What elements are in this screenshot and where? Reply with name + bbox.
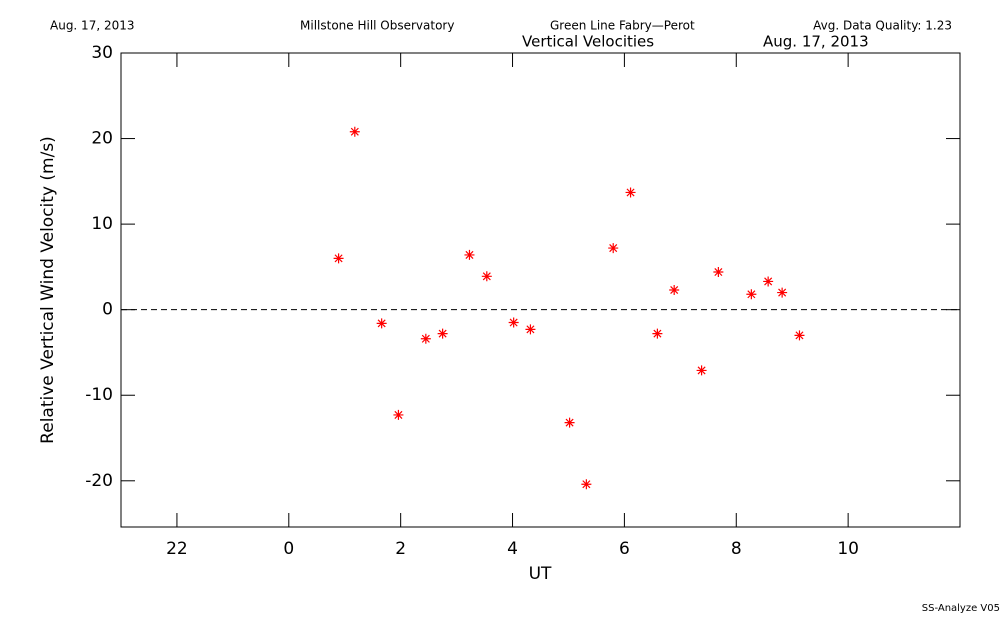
y-tick-label: -20 [85, 471, 113, 491]
data-point [564, 417, 575, 428]
data-point [481, 271, 492, 282]
data-point [349, 126, 360, 137]
x-tick-label: 2 [395, 539, 406, 559]
data-point [794, 330, 805, 341]
data-point [696, 365, 707, 376]
y-axis-label: Relative Vertical Wind Velocity (m/s) [38, 136, 58, 444]
data-point [525, 324, 536, 335]
data-point [652, 328, 663, 339]
y-tick-label: -10 [85, 385, 113, 405]
data-point [581, 479, 592, 490]
data-point [625, 187, 636, 198]
data-point [437, 328, 448, 339]
plot-frame [120, 52, 961, 528]
data-point [420, 333, 431, 344]
chart-title: Vertical Velocities [522, 33, 654, 51]
data-point [777, 287, 788, 298]
x-axis-label: UT [529, 564, 552, 584]
x-tick-label: 0 [283, 539, 294, 559]
y-tick-label: 30 [91, 43, 113, 63]
chart-subtitle: Aug. 17, 2013 [763, 33, 869, 51]
data-point [393, 409, 404, 420]
data-point [763, 276, 774, 287]
data-point [464, 249, 475, 260]
header-date: Aug. 17, 2013 [50, 19, 135, 33]
data-point [508, 317, 519, 328]
footer: SS-Analyze V05 [922, 603, 1000, 614]
header-instrument: Green Line Fabry—Perot [550, 19, 695, 33]
x-tick-label: 10 [837, 539, 859, 559]
data-point [376, 318, 387, 329]
header-observatory: Millstone Hill Observatory [300, 19, 454, 33]
data-point [713, 267, 724, 278]
data-point [608, 243, 619, 254]
data-point [333, 253, 344, 264]
data-point [746, 289, 757, 300]
y-tick-label: 20 [91, 129, 113, 149]
x-tick-label: 4 [507, 539, 518, 559]
header-quality: Avg. Data Quality: 1.23 [813, 19, 952, 33]
data-point [669, 285, 680, 295]
x-tick-label: 6 [619, 539, 630, 559]
x-tick-label: 22 [166, 539, 188, 559]
y-tick-label: 10 [91, 214, 113, 234]
y-tick-label: 0 [102, 300, 113, 320]
x-tick-label: 8 [731, 539, 742, 559]
